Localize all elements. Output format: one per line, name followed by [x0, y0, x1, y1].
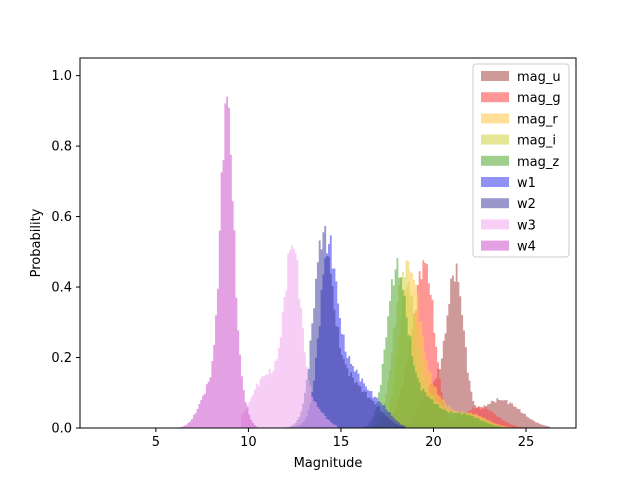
x-axis-ticks: 5 10 15 20 25 [152, 428, 535, 450]
legend-swatch-w1 [481, 177, 509, 187]
legend-swatch-w3 [481, 219, 509, 230]
x-tick-label: 20 [425, 435, 442, 450]
axes-frame [79, 57, 577, 429]
y-tick-label: 0.4 [51, 281, 72, 296]
x-tick-label: 5 [152, 435, 160, 450]
legend-label-mag-u: mag_u [517, 70, 561, 85]
y-tick-label: 0.6 [51, 210, 72, 225]
legend-box [472, 63, 570, 258]
legend-label-mag-z: mag_z [517, 155, 559, 170]
legend: mag_u mag_g mag_r mag_i mag_z w1 w2 w3 w4 [472, 63, 570, 258]
legend-label-w4: w4 [517, 240, 536, 255]
legend-label-w1: w1 [517, 176, 536, 191]
y-axis-ticks: 0.0 0.2 0.4 0.6 0.8 1.0 [51, 69, 80, 437]
legend-swatch-mag-g [481, 92, 509, 103]
series-w3-hist [241, 245, 338, 428]
legend-swatch-mag-u [481, 71, 509, 81]
series-mag-i-hist [340, 260, 517, 428]
y-tick-label: 0.2 [51, 351, 72, 366]
series-w2-hist [266, 225, 406, 428]
legend-swatch-mag-z [481, 155, 509, 166]
legend-label-w3: w3 [517, 218, 536, 233]
legend-label-mag-i: mag_i [517, 134, 556, 149]
y-tick-label: 0.8 [51, 140, 72, 155]
series-mag-z-hist [340, 258, 517, 428]
x-tick-label: 10 [240, 435, 257, 450]
series-layer [161, 96, 551, 429]
series-mag-g-hist [340, 260, 527, 428]
y-tick-label: 0.0 [51, 422, 72, 437]
y-axis-label: Probability [29, 208, 44, 277]
legend-swatch-w2 [481, 198, 509, 209]
series-w1-hist [276, 235, 406, 428]
legend-swatch-w4 [481, 240, 509, 251]
x-tick-label: 15 [333, 435, 350, 450]
y-tick-label: 1.0 [51, 69, 72, 84]
x-tick-label: 25 [518, 435, 535, 450]
x-axis-label: Magnitude [294, 456, 363, 471]
legend-swatch-mag-r [481, 113, 509, 124]
series-w4-hist [161, 96, 258, 429]
series-mag-u-hist [350, 263, 551, 428]
legend-label-w2: w2 [517, 197, 536, 212]
legend-label-mag-g: mag_g [517, 91, 561, 106]
legend-swatch-mag-i [481, 134, 509, 145]
legend-label-mag-r: mag_r [517, 112, 558, 127]
